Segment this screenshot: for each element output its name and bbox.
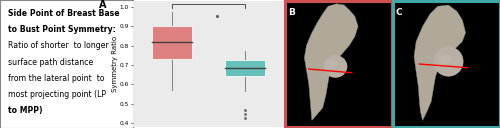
Text: ***: *** [202, 0, 215, 4]
Ellipse shape [437, 53, 452, 65]
Text: from the lateral point  to: from the lateral point to [8, 74, 104, 83]
Ellipse shape [434, 46, 464, 77]
Ellipse shape [324, 55, 347, 78]
Text: surface path distance: surface path distance [8, 58, 93, 67]
Bar [152, 26, 192, 59]
Ellipse shape [328, 61, 336, 67]
Text: B: B [288, 8, 295, 17]
Ellipse shape [440, 55, 449, 63]
Polygon shape [304, 4, 358, 120]
Text: most projecting point (LP: most projecting point (LP [8, 90, 106, 99]
Polygon shape [414, 5, 466, 120]
Y-axis label: Symmetry Ratio: Symmetry Ratio [112, 36, 118, 92]
Ellipse shape [326, 59, 338, 69]
Ellipse shape [330, 62, 334, 66]
Text: Side Point of Breast Base: Side Point of Breast Base [8, 9, 119, 18]
Text: to MPP): to MPP) [8, 106, 42, 115]
Text: C: C [396, 8, 402, 17]
Text: A: A [99, 0, 106, 10]
Text: Ratio of shorter  to longer: Ratio of shorter to longer [8, 41, 108, 50]
Text: to Bust Point Symmetry:: to Bust Point Symmetry: [8, 25, 116, 34]
Bar [225, 60, 265, 76]
